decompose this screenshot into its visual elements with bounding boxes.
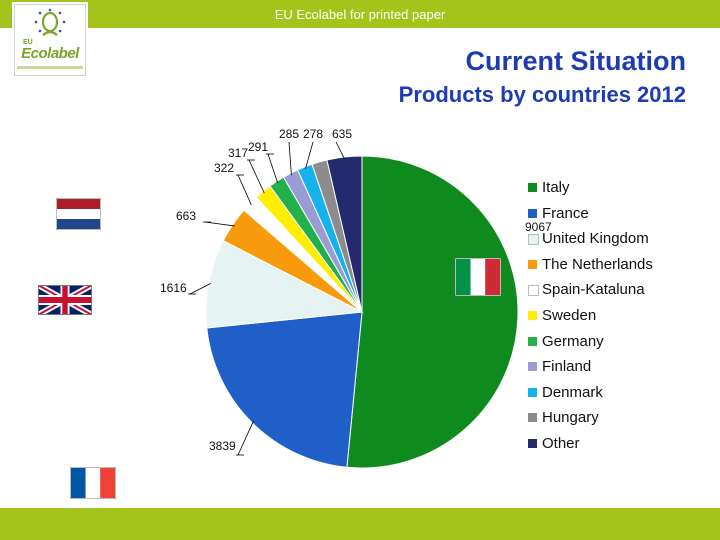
ecolabel-logo: EU Ecolabel xyxy=(14,4,86,76)
data-label: 1616 xyxy=(160,281,187,295)
legend-swatch xyxy=(528,413,537,423)
legend-swatch xyxy=(528,362,537,372)
pie-slice-france xyxy=(206,311,363,468)
data-label: 278 xyxy=(303,127,323,141)
france-stripe-middle xyxy=(85,468,101,498)
legend-swatch xyxy=(528,387,537,397)
italy-stripe-middle xyxy=(470,259,486,295)
italy-stripe-left xyxy=(456,259,471,295)
legend-swatch xyxy=(528,234,539,246)
slide-title: Current Situation xyxy=(465,46,687,76)
data-label: 291 xyxy=(248,140,268,154)
logo-text: Ecolabel xyxy=(21,45,79,62)
data-label: 317 xyxy=(228,146,248,160)
logo-footer-line xyxy=(17,66,83,69)
netherlands-stripe-middle xyxy=(57,209,100,219)
legend-label: Other xyxy=(542,435,580,452)
legend-label: Denmark xyxy=(542,383,603,401)
uk-flag xyxy=(38,285,92,315)
legend-swatch xyxy=(528,336,537,346)
france-flag xyxy=(70,467,116,499)
legend-swatch xyxy=(528,208,537,218)
leader-line xyxy=(248,159,265,194)
leader-line xyxy=(288,141,292,176)
legend-label: United Kingdom xyxy=(542,230,649,248)
data-label: 285 xyxy=(279,127,299,141)
legend-label: Germany xyxy=(542,332,604,350)
legend-swatch xyxy=(528,259,537,269)
legend-label: Sweden xyxy=(542,307,597,324)
legend-swatch xyxy=(528,183,537,192)
legend-label: Finland xyxy=(542,358,592,376)
legend-label: Hungary xyxy=(542,409,599,427)
legend-swatch xyxy=(528,311,537,320)
legend-swatch xyxy=(528,439,537,448)
footer-bar xyxy=(0,508,720,540)
data-label: 635 xyxy=(332,127,352,141)
netherlands-stripe-bottom xyxy=(57,219,100,229)
italy-flag xyxy=(455,258,501,296)
legend-label: Spain-Kataluna xyxy=(542,281,645,299)
data-label: 663 xyxy=(176,209,196,223)
pie-slice-united-kingdom xyxy=(205,240,364,329)
flower-icon xyxy=(34,8,66,36)
leader-line xyxy=(189,283,211,295)
leader-line xyxy=(335,141,345,160)
data-label: 322 xyxy=(214,161,234,175)
netherlands-flag xyxy=(56,198,101,230)
logo-prefix: EU xyxy=(23,39,33,46)
leader-line xyxy=(305,141,314,169)
france-stripe-left xyxy=(71,468,86,498)
data-label: 9067 xyxy=(525,220,552,234)
italy-stripe-right xyxy=(485,259,500,295)
pie-slice-other xyxy=(326,155,363,313)
data-label: 3839 xyxy=(209,439,236,453)
leader-line xyxy=(267,153,279,184)
netherlands-stripe-top xyxy=(57,199,100,209)
leader-line xyxy=(237,174,252,206)
header-bar: EU Ecolabel for printed paper xyxy=(0,0,720,28)
leader-line xyxy=(204,221,235,227)
pie-slice-italy xyxy=(346,155,519,469)
legend-label: The Netherlands xyxy=(542,255,653,273)
france-stripe-right xyxy=(100,468,115,498)
leader-line xyxy=(237,421,254,456)
legend-label: France xyxy=(542,204,589,222)
slide-subtitle: Products by countries 2012 xyxy=(398,82,686,107)
legend-swatch xyxy=(528,285,539,297)
header-title: EU Ecolabel for printed paper xyxy=(274,7,446,22)
legend-label: Italy xyxy=(542,179,570,196)
